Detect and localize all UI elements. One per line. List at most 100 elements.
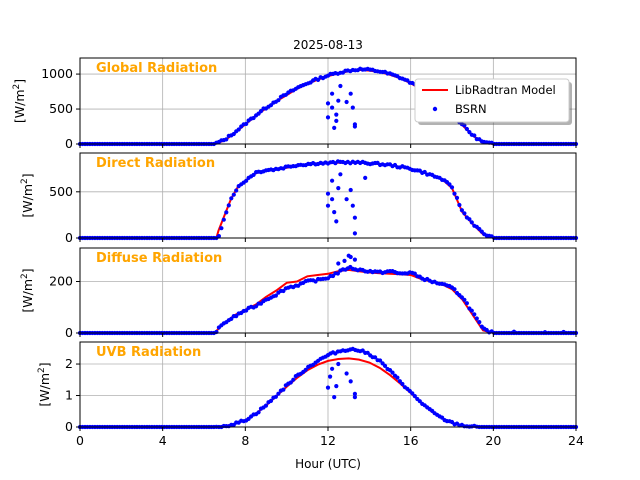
- legend-model-label: LibRadtran Model: [455, 83, 556, 97]
- bsrn-point: [464, 126, 469, 132]
- y-tick-label: 2: [65, 356, 73, 371]
- bsrn-point: [373, 355, 378, 360]
- bsrn-outlier-point: [334, 118, 339, 123]
- bsrn-point: [462, 123, 467, 128]
- bsrn-point: [477, 320, 482, 325]
- bsrn-point: [447, 182, 452, 187]
- bsrn-point: [472, 133, 477, 138]
- panel-2: 0 200 [W/m2] Diffuse Radiation: [20, 247, 579, 340]
- figure-title: 2025-08-13: [293, 38, 363, 52]
- bsrn-outlier-point: [334, 384, 339, 389]
- bsrn-outlier-point: [352, 231, 357, 236]
- x-tick-label: 24: [568, 433, 584, 448]
- bsrn-point: [454, 195, 460, 200]
- bsrn-point: [390, 370, 395, 375]
- bsrn-point: [226, 203, 231, 208]
- legend-box: [414, 78, 570, 123]
- bsrn-point: [273, 293, 278, 298]
- bsrn-outlier-point: [363, 175, 368, 180]
- bsrn-outlier-point: [325, 101, 331, 106]
- bsrn-outlier-point: [350, 203, 355, 208]
- bsrn-outlier-point: [330, 366, 335, 371]
- bsrn-point: [256, 410, 261, 415]
- bsrn-outlier-point: [344, 197, 349, 202]
- bsrn-outlier-point: [342, 258, 347, 263]
- bsrn-outlier-point: [348, 187, 353, 193]
- panel-title: UVB Radiation: [96, 345, 201, 360]
- bsrn-point: [464, 301, 469, 306]
- bsrn-point: [382, 363, 388, 368]
- bsrn-point: [231, 131, 236, 137]
- x-axis-label: Hour (UTC): [295, 457, 361, 471]
- bsrn-outlier-point: [344, 371, 349, 376]
- bsrn-point: [400, 381, 405, 387]
- bsrn-point: [291, 377, 296, 382]
- y-tick-label: 0: [65, 230, 73, 245]
- bsrn-outlier-point: [352, 215, 357, 220]
- legend-bsrn-label: BSRN: [455, 102, 487, 116]
- bsrn-point: [410, 391, 415, 396]
- bsrn-point: [229, 316, 234, 321]
- y-axis-label: [W/m2]: [20, 173, 35, 217]
- bsrn-outlier-point: [336, 361, 341, 367]
- y-tick-label: 0: [65, 419, 73, 434]
- bsrn-point: [477, 226, 482, 232]
- bsrn-point: [251, 172, 256, 177]
- x-tick-label: 8: [241, 433, 249, 448]
- bsrn-point: [462, 211, 467, 216]
- bsrn-outlier-point: [336, 186, 341, 191]
- bsrn-point: [395, 375, 400, 380]
- y-axis-label: [W/m2]: [20, 268, 35, 312]
- bsrn-outlier-point: [334, 219, 339, 224]
- bsrn-point: [459, 208, 464, 213]
- bsrn-outlier-point: [338, 172, 343, 177]
- x-tick-label: 12: [320, 433, 336, 448]
- y-tick-label: 200: [49, 273, 73, 288]
- panel-title: Direct Radiation: [96, 156, 215, 171]
- bsrn-point: [224, 137, 229, 142]
- legend: LibRadtran Model BSRN: [414, 78, 572, 125]
- bsrn-point: [472, 312, 477, 317]
- bsrn-outlier-point: [344, 99, 349, 105]
- bsrn-outlier-point: [330, 178, 335, 183]
- y-axis-label: [W/m2]: [12, 79, 27, 123]
- bsrn-outlier-point: [325, 203, 331, 208]
- panel-title: Global Radiation: [96, 61, 217, 76]
- panel-title: Diffuse Radiation: [96, 251, 222, 266]
- bsrn-point: [219, 226, 224, 231]
- bsrn-outlier-point: [338, 83, 343, 89]
- bsrn-outlier-point: [352, 395, 357, 400]
- bsrn-point: [258, 109, 264, 114]
- bsrn-point: [236, 127, 241, 132]
- y-tick-label: 0: [65, 136, 73, 151]
- bsrn-outlier-point: [336, 98, 341, 103]
- bsrn-point: [244, 121, 249, 126]
- y-tick-label: 0: [65, 325, 73, 340]
- bsrn-point: [316, 77, 321, 82]
- bsrn-point: [457, 202, 462, 208]
- bsrn-outlier-point: [542, 330, 548, 335]
- bsrn-outlier-point: [330, 105, 335, 110]
- bsrn-point: [462, 297, 467, 302]
- bsrn-point: [474, 316, 479, 321]
- bsrn-outlier-point: [332, 395, 337, 400]
- x-tick-label: 0: [76, 433, 84, 448]
- bsrn-point: [254, 304, 259, 309]
- bsrn-outlier-point: [325, 385, 331, 390]
- bsrn-point: [412, 271, 417, 276]
- bsrn-point: [273, 394, 278, 399]
- bsrn-point: [449, 185, 455, 190]
- bsrn-point: [263, 403, 269, 408]
- bsrn-point: [251, 115, 256, 121]
- bsrn-point: [216, 234, 221, 239]
- bsrn-outlier-point: [352, 124, 357, 129]
- bsrn-point: [281, 288, 286, 294]
- bsrn-point: [281, 387, 286, 392]
- bsrn-point: [452, 287, 457, 292]
- bsrn-point: [397, 379, 402, 384]
- bsrn-outlier-point: [352, 391, 357, 396]
- bsrn-point: [234, 188, 239, 193]
- bsrn-point: [469, 308, 474, 313]
- bsrn-point: [244, 178, 249, 183]
